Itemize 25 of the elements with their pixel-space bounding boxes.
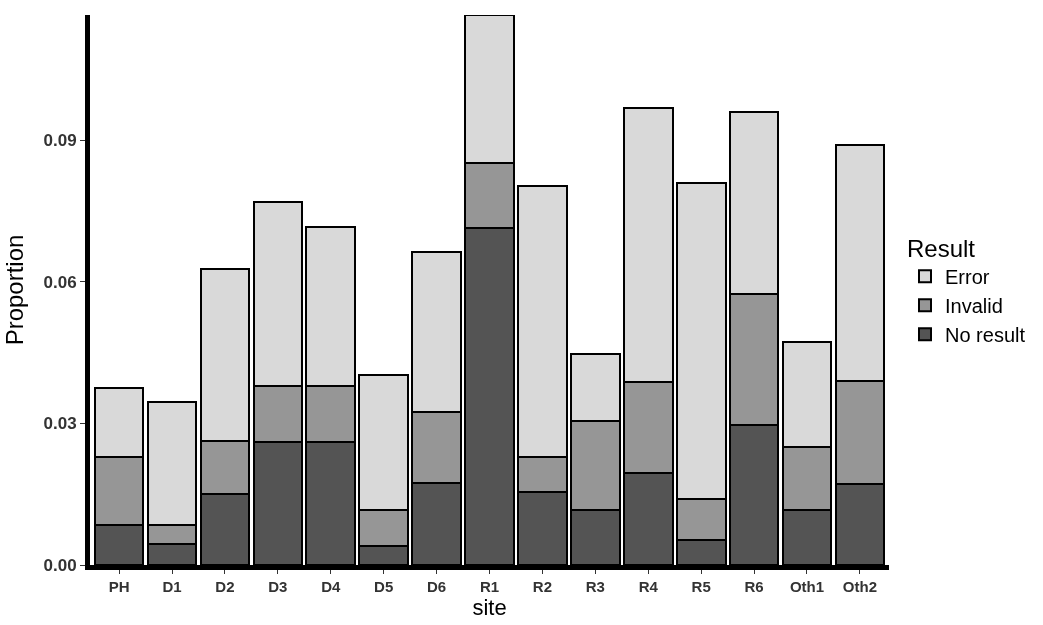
y-axis-title: Proportion <box>0 234 28 346</box>
x-tick-label: Oth1 <box>789 578 825 595</box>
x-tick-label: D1 <box>162 578 182 595</box>
x-tick-label: D2 <box>215 578 235 595</box>
x-tick-label: R3 <box>585 578 605 595</box>
x-tick-label: D5 <box>374 578 394 595</box>
x-tick-label: R2 <box>532 578 552 595</box>
x-tick-label: R4 <box>638 578 659 595</box>
x-tick-label: Oth2 <box>842 578 877 595</box>
y-tick-label: 0.06 <box>43 272 77 292</box>
y-tick-label: 0.09 <box>43 131 77 151</box>
legend-label: Error <box>944 266 990 288</box>
x-tick-label: R1 <box>479 578 500 595</box>
x-tick-label: R6 <box>744 578 764 595</box>
x-axis-title: site <box>472 595 507 620</box>
y-tick-label: 0.00 <box>43 555 77 575</box>
legend-title: Result <box>906 234 976 262</box>
x-tick-label: D4 <box>321 578 341 595</box>
legend-label: Invalid <box>944 295 1003 317</box>
x-tick-label: R5 <box>691 578 711 595</box>
legend-label: No result <box>944 324 1026 346</box>
x-tick-label: PH <box>108 578 130 595</box>
x-tick-label: D6 <box>427 578 447 595</box>
y-tick-label: 0.03 <box>43 414 77 434</box>
x-tick-label: D3 <box>268 578 288 595</box>
